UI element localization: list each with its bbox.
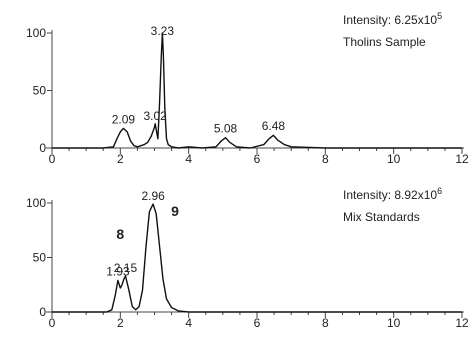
intensity-exponent: 5 (437, 11, 442, 21)
peak-label: 3.23 (151, 24, 175, 38)
compound-label: 8 (116, 226, 124, 242)
y-tick-label: 100 (26, 26, 46, 40)
x-tick-label: 8 (322, 152, 329, 166)
x-tick-label: 6 (254, 316, 261, 330)
intensity-label: Intensity: 6.25x105 (343, 11, 442, 27)
peak-label: 2.09 (112, 112, 136, 126)
tholins-sample-panel: Intensity: 6.25x105 Tholins Sample 05010… (26, 11, 469, 166)
x-tick-label: 2 (117, 316, 124, 330)
intensity-label: Intensity: 8.92x106 (343, 186, 442, 202)
y-tick-label: 0 (39, 305, 46, 319)
peak-label: 3.02 (144, 109, 168, 123)
chromatogram-trace (52, 32, 462, 149)
x-tick-label: 4 (185, 316, 192, 330)
chromatogram-trace (52, 203, 462, 313)
peak-label: 5.08 (214, 122, 238, 136)
compound-label: 9 (171, 203, 179, 219)
x-tick-label: 0 (49, 152, 56, 166)
x-tick-label: 2 (117, 152, 124, 166)
y-tick-label: 100 (26, 196, 46, 210)
x-tick-label: 10 (387, 152, 401, 166)
mix-standards-panel: Intensity: 8.92x106 Mix Standards 050100… (26, 186, 469, 330)
x-tick-label: 12 (455, 152, 469, 166)
peak-label: 2.15 (114, 261, 138, 275)
x-tick-label: 4 (185, 152, 192, 166)
y-tick-label: 0 (39, 141, 46, 155)
x-tick-label: 12 (455, 316, 469, 330)
x-tick-label: 0 (49, 316, 56, 330)
x-tick-label: 6 (254, 152, 261, 166)
peak-label: 2.96 (141, 189, 165, 203)
y-tick-label: 50 (33, 84, 47, 98)
sample-label: Tholins Sample (343, 35, 426, 49)
x-tick-label: 8 (322, 316, 329, 330)
y-tick-label: 50 (33, 251, 47, 265)
peak-label: 1.93 (106, 264, 130, 278)
peak-label: 6.48 (262, 119, 286, 133)
x-tick-label: 10 (387, 316, 401, 330)
intensity-exponent: 6 (437, 186, 442, 196)
sample-label: Mix Standards (343, 210, 420, 224)
